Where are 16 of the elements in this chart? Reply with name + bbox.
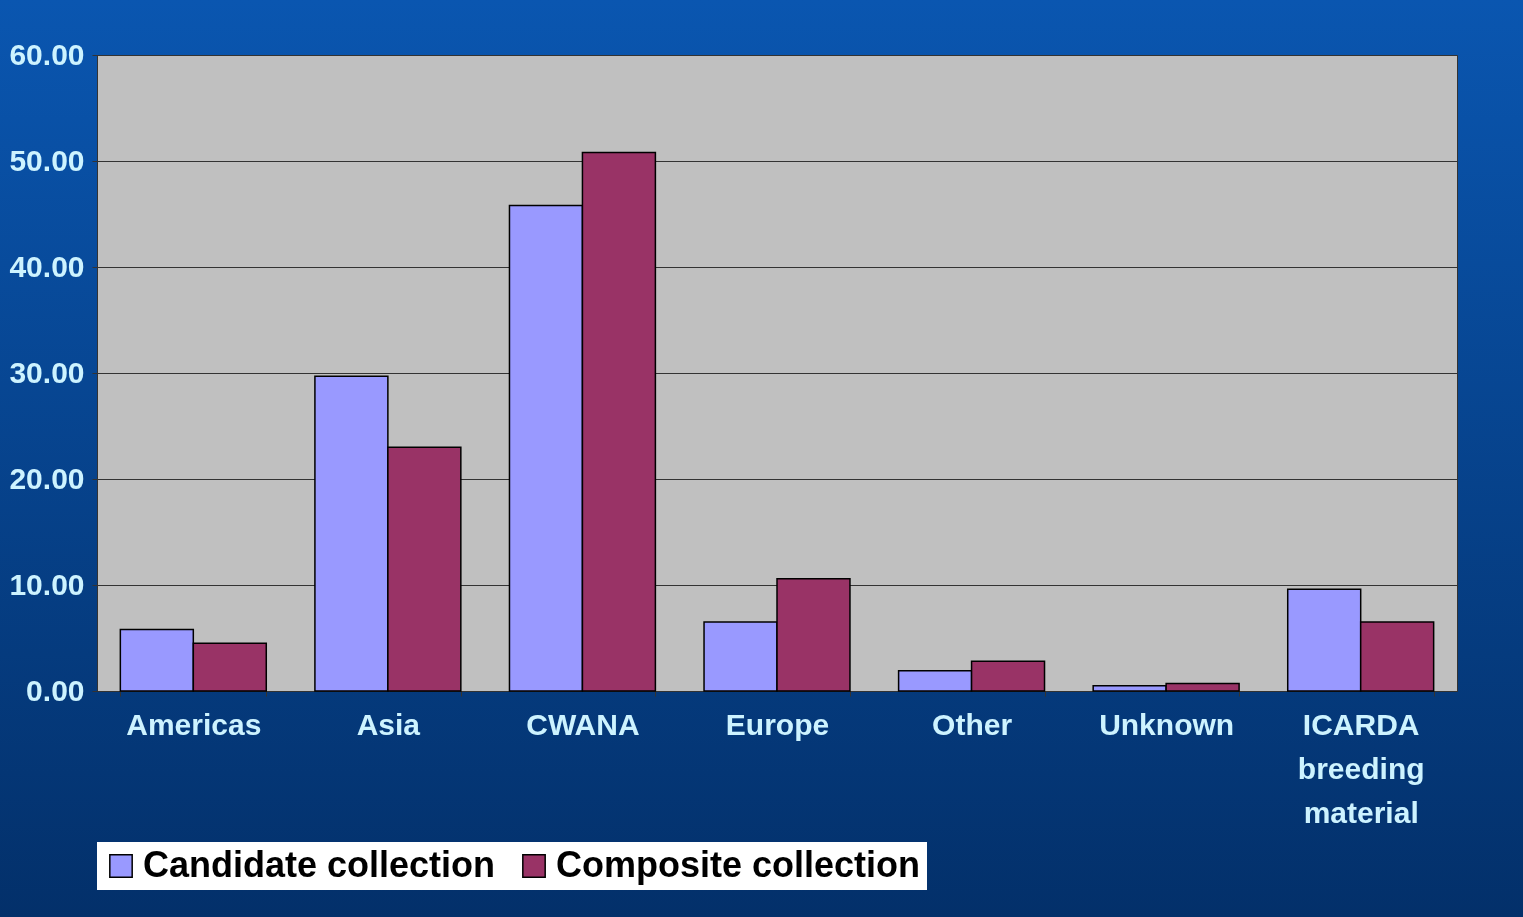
x-tick-label: Unknown bbox=[1099, 707, 1235, 741]
legend-label: Composite collection bbox=[556, 844, 921, 885]
y-tick-label: 0.00 bbox=[26, 673, 85, 707]
x-tick-label: Europe bbox=[725, 707, 830, 741]
legend-label: Candidate collection bbox=[143, 844, 496, 885]
y-tick-label: 40.00 bbox=[9, 249, 85, 283]
y-tick-label: 60.00 bbox=[9, 37, 85, 71]
x-tick-label: Other bbox=[932, 707, 1013, 741]
y-tick-label: 30.00 bbox=[9, 355, 85, 389]
y-tick-label: 10.00 bbox=[9, 567, 85, 601]
y-tick-label: 50.00 bbox=[9, 143, 85, 177]
x-tick-label: ICARDA breeding material bbox=[1297, 707, 1425, 829]
x-tick-label: Asia bbox=[356, 707, 421, 741]
x-tick-label: CWANA bbox=[526, 707, 640, 741]
x-tick-label: Americas bbox=[126, 707, 262, 741]
y-tick-label: 20.00 bbox=[9, 461, 85, 495]
